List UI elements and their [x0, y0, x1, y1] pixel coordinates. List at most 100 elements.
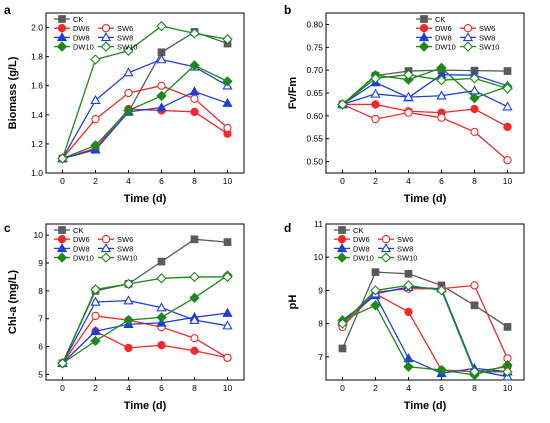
- data-point: [190, 235, 199, 244]
- series-dw8: [337, 69, 513, 109]
- data-point: [189, 28, 200, 39]
- legend-label: DW6: [353, 235, 370, 244]
- legend-item-sw10: SW10: [98, 252, 137, 263]
- series-dw8: [57, 307, 233, 368]
- legend-marker: [338, 226, 346, 234]
- legend-marker: [418, 32, 430, 42]
- series-sw10: [337, 69, 513, 110]
- y-tick-label: 0.50: [306, 157, 323, 167]
- series-sw6: [338, 281, 512, 363]
- legend-label: DW6: [73, 24, 90, 33]
- legend-marker: [56, 252, 68, 263]
- series-dw6: [58, 104, 232, 163]
- y-tick-label: 2.0: [31, 23, 43, 33]
- data-point: [189, 314, 200, 324]
- chart-panel-c: c 0 2 4 6 8 10 5 6 7 8 9 10 Time (d) Chl-a (mg/L) CKDW6…: [4, 221, 245, 412]
- data-point: [370, 300, 381, 311]
- x-tick-label: 8: [192, 383, 197, 393]
- x-axis-title: Time (d): [404, 193, 447, 205]
- legend-item-sw8: SW8: [98, 32, 133, 42]
- legend-marker: [420, 15, 428, 23]
- panel-letter: d: [284, 221, 291, 235]
- x-tick-label: 10: [223, 176, 233, 186]
- legend-item-sw6: SW6: [98, 24, 133, 33]
- data-point: [90, 94, 101, 105]
- legend-item-sw6: SW6: [98, 235, 133, 244]
- data-point: [91, 311, 100, 321]
- data-point: [123, 314, 134, 326]
- legend-marker: [336, 243, 348, 253]
- data-point: [436, 364, 447, 376]
- y-tick-label: 9: [38, 258, 43, 268]
- data-point: [404, 108, 413, 117]
- legend-label: SW6: [479, 24, 495, 33]
- data-point: [156, 20, 167, 32]
- data-point: [503, 122, 512, 131]
- plot-frame: [325, 223, 525, 381]
- y-tick-label: 0.60: [306, 111, 323, 121]
- x-tick-label: 0: [340, 383, 345, 393]
- legend-item-ck: CK: [416, 15, 445, 24]
- series-line: [342, 67, 508, 105]
- data-point: [222, 34, 233, 45]
- panel-letter: c: [4, 221, 11, 235]
- data-point: [91, 115, 100, 124]
- legend-marker: [462, 32, 474, 42]
- legend-item-sw10: SW10: [460, 41, 499, 52]
- data-point: [470, 281, 479, 290]
- legend-label: DW10: [435, 43, 456, 52]
- x-tick-label: 8: [472, 383, 477, 393]
- y-tick-label: 8: [38, 286, 43, 296]
- y-tick-label: 1.4: [31, 110, 43, 120]
- x-tick-label: 6: [159, 383, 164, 393]
- series-line: [342, 90, 508, 108]
- data-point: [370, 88, 381, 98]
- series-sw10: [337, 280, 513, 377]
- series-sw8: [337, 85, 513, 111]
- data-point: [90, 140, 101, 151]
- legend-marker: [380, 252, 392, 263]
- series-line: [342, 294, 508, 375]
- legend-item-dw10: DW10: [416, 41, 456, 52]
- data-point: [371, 114, 380, 124]
- data-point: [437, 113, 446, 122]
- data-point: [403, 91, 414, 101]
- legend-label: SW10: [479, 43, 499, 52]
- data-point: [403, 280, 414, 291]
- y-tick-label: 5: [38, 369, 43, 379]
- legend-marker: [100, 32, 112, 42]
- legend-label: DW8: [435, 33, 452, 42]
- data-point: [469, 73, 480, 84]
- legend-label: SW10: [117, 43, 137, 52]
- legend-label: CK: [353, 226, 363, 235]
- data-point: [222, 97, 233, 107]
- legend-item-ck: CK: [54, 226, 83, 235]
- x-tick-label: 4: [406, 383, 411, 393]
- series-line: [342, 103, 508, 128]
- legend-marker: [57, 235, 67, 244]
- legend-marker: [462, 41, 474, 52]
- legend-marker: [418, 41, 430, 52]
- y-axis-title: Chl-a (mg/L): [7, 270, 19, 334]
- y-tick-label: 1.2: [31, 139, 43, 149]
- legend-label: SW6: [117, 24, 133, 33]
- legend-marker: [100, 41, 112, 52]
- legend-item-dw10: DW10: [334, 252, 374, 263]
- legend-item-sw8: SW8: [460, 32, 495, 42]
- legend-item-dw10: DW10: [54, 41, 94, 52]
- plot-frame: [45, 223, 245, 381]
- legend-label: SW8: [117, 33, 133, 42]
- y-tick-label: 7: [38, 314, 43, 324]
- series-sw6: [58, 311, 232, 368]
- legend-marker: [58, 226, 66, 234]
- data-point: [156, 273, 167, 284]
- data-point: [190, 94, 199, 103]
- data-point: [90, 54, 101, 65]
- x-tick-label: 6: [439, 383, 444, 393]
- legend-item-sw10: SW10: [98, 41, 137, 52]
- data-point: [403, 69, 414, 80]
- data-point: [123, 67, 134, 77]
- data-point: [222, 271, 233, 283]
